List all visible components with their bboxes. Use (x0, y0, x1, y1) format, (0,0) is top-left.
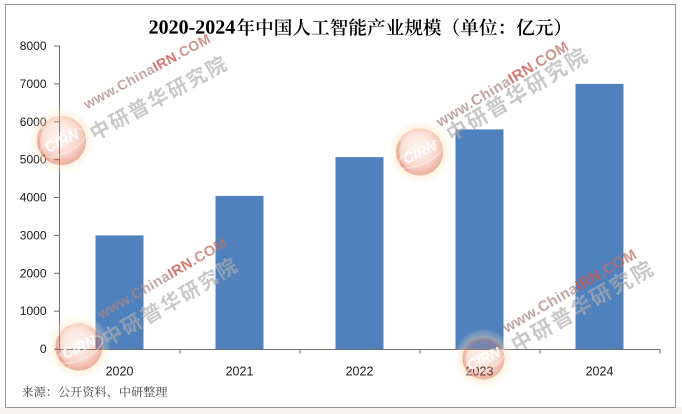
svg-text:3000: 3000 (20, 229, 47, 243)
svg-text:4000: 4000 (20, 191, 47, 205)
svg-text:2020: 2020 (106, 365, 134, 379)
svg-text:2021: 2021 (226, 365, 254, 379)
svg-text:2022: 2022 (346, 365, 374, 379)
svg-text:2000: 2000 (20, 266, 47, 280)
svg-text:0: 0 (40, 342, 47, 356)
svg-text:2024: 2024 (586, 365, 614, 379)
svg-text:1000: 1000 (20, 304, 47, 318)
svg-text:8000: 8000 (20, 39, 47, 53)
svg-text:7000: 7000 (20, 77, 47, 91)
